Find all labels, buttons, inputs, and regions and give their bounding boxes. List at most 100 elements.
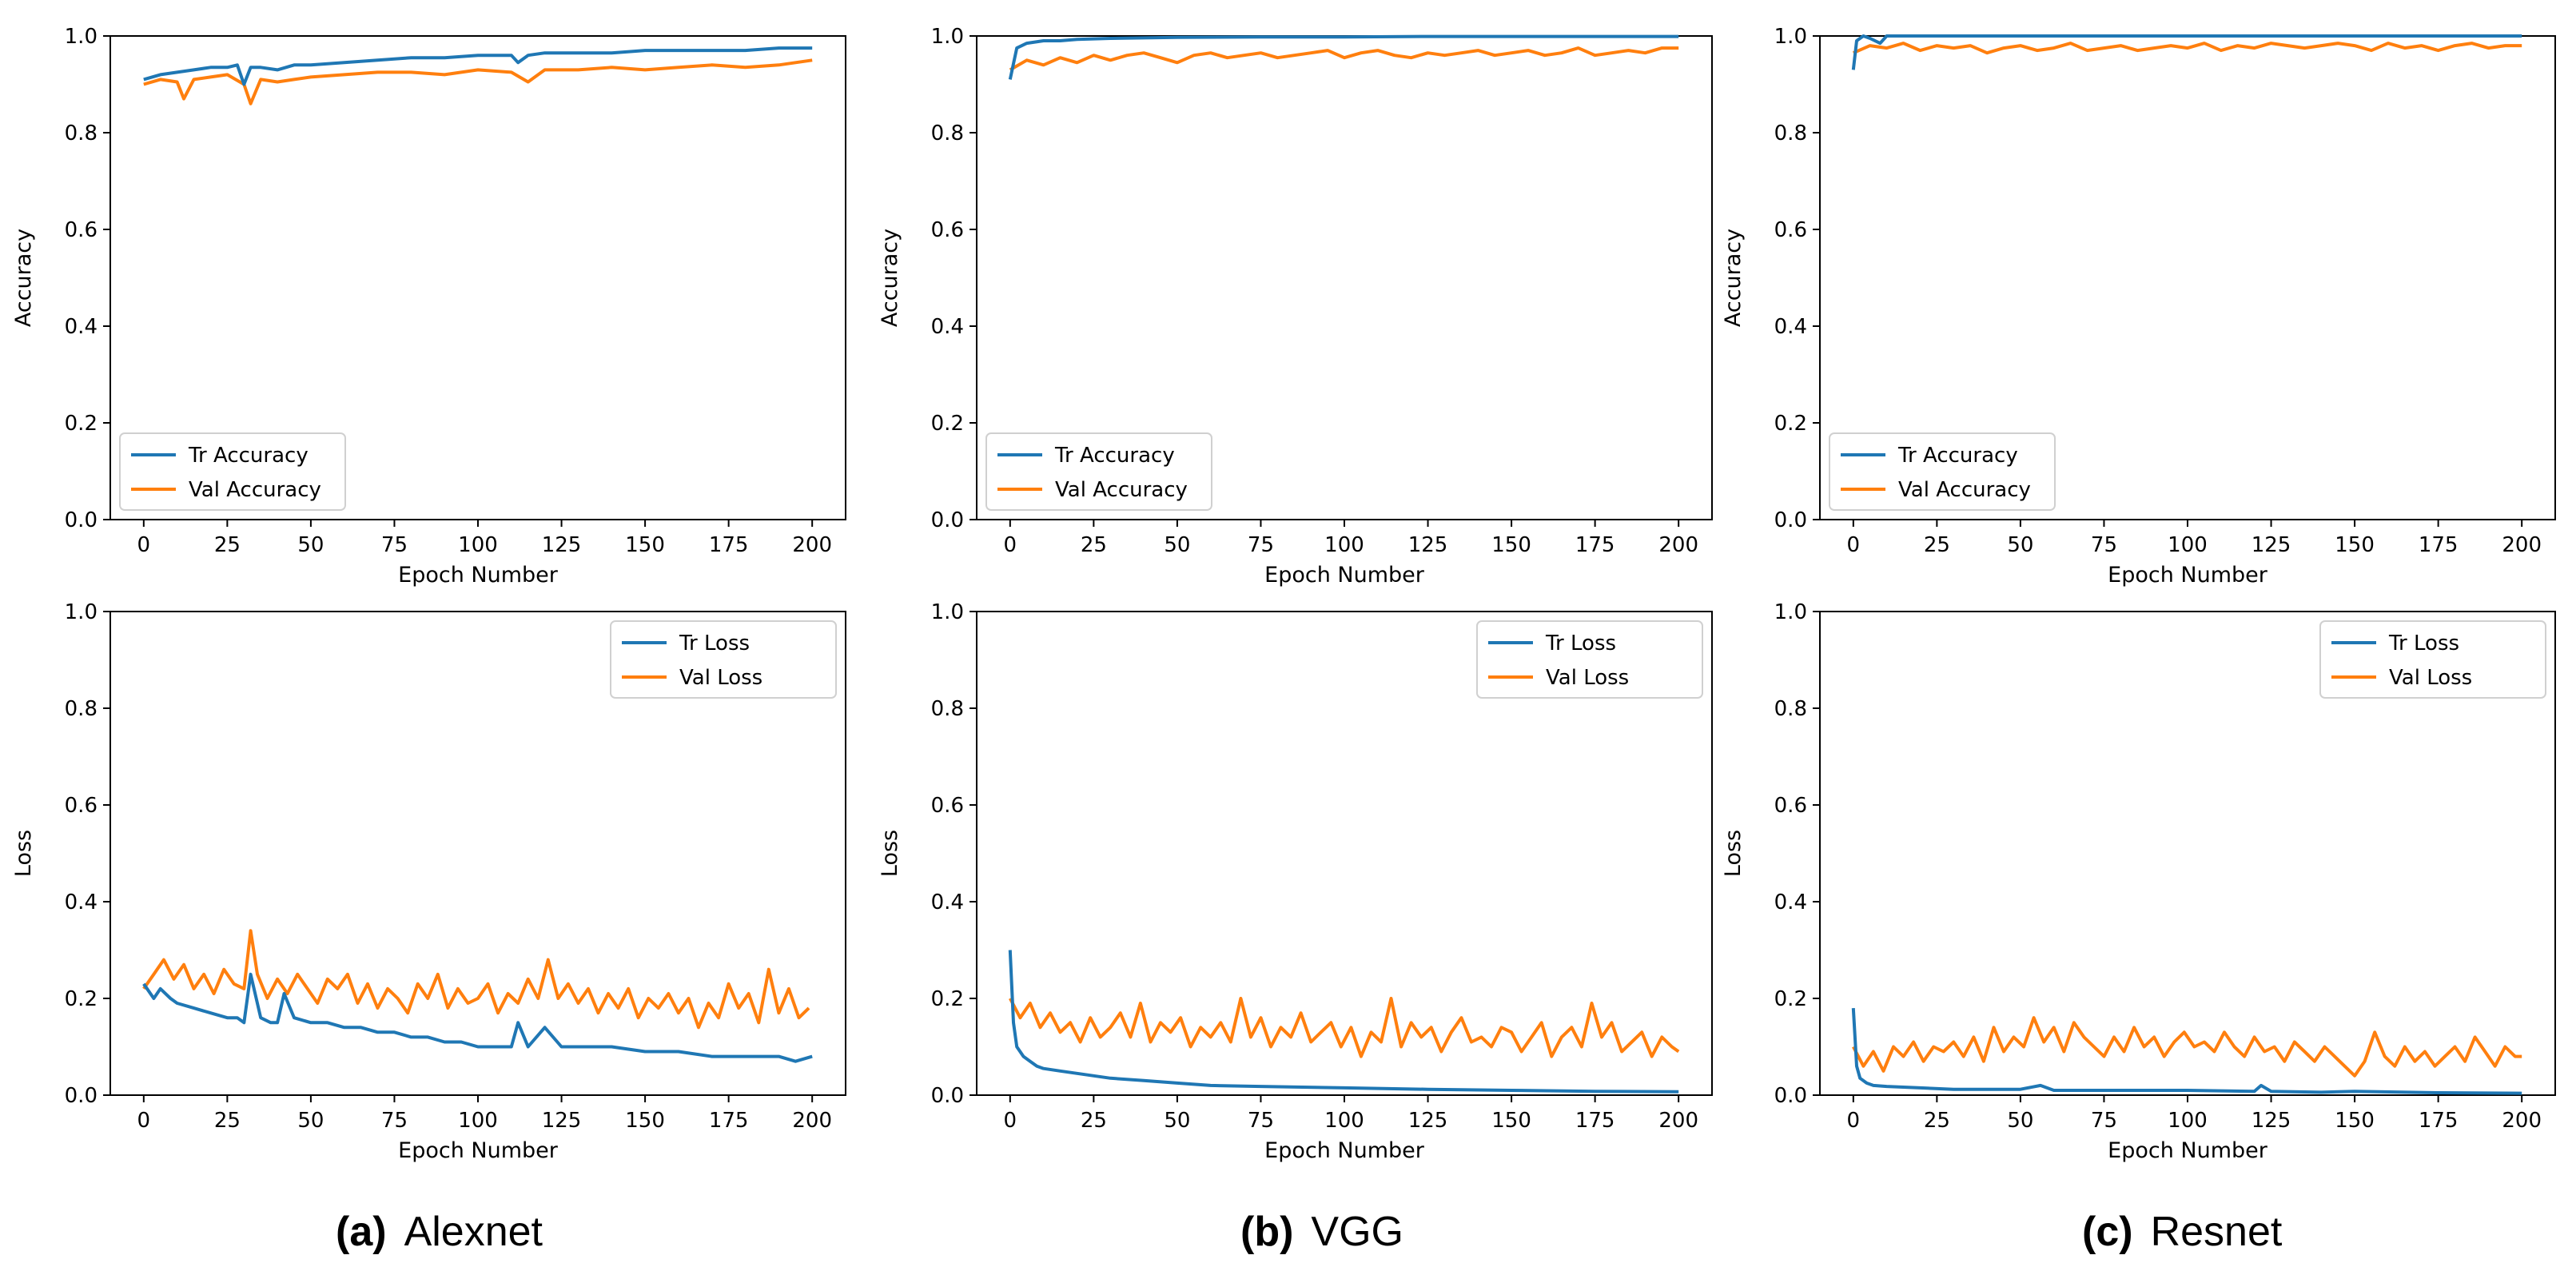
y-tick-label: 0.6 [931, 794, 964, 818]
y-tick-label: 0.4 [65, 890, 98, 914]
y-tick-label: 0.4 [931, 890, 964, 914]
y-axis-label: Loss [878, 830, 902, 877]
caption-a: (a) Alexnet [336, 1209, 543, 1255]
x-tick-label: 200 [1658, 1109, 1698, 1133]
y-tick-label: 0.0 [1774, 508, 1807, 532]
series-line-train [143, 46, 813, 86]
x-tick-label: 0 [1847, 1109, 1861, 1133]
legend: Tr Accuracy Val Accuracy [1829, 432, 2056, 511]
x-tick-label: 150 [2335, 1109, 2375, 1133]
y-axis-label: Accuracy [11, 229, 36, 327]
y-tick-label: 0.4 [931, 315, 964, 339]
chart-vgg-accuracy: 0 25 50 75 100 125 150 175 200 0.0 0.2 0.4 0.6 0.8 1.0… [878, 25, 1713, 588]
legend: Tr Loss Val Loss [610, 620, 837, 699]
x-axis-label: Epoch Number [2108, 563, 2268, 588]
x-tick-label: 100 [2168, 533, 2208, 557]
y-tick-label: 1.0 [65, 25, 98, 49]
legend-label-val: Val Loss [679, 666, 762, 690]
x-tick-label: 0 [137, 533, 151, 557]
x-tick-label: 200 [1658, 533, 1698, 557]
x-tick-label: 25 [1081, 1109, 1107, 1133]
y-tick-label: 1.0 [65, 600, 98, 624]
y-tick-label: 0.6 [1774, 218, 1807, 242]
y-tick-label: 0.8 [1774, 122, 1807, 145]
y-tick-label: 0.4 [1774, 890, 1807, 914]
x-axis-label: Epoch Number [398, 563, 559, 588]
y-tick-label: 0.0 [931, 1084, 964, 1108]
x-tick-label: 125 [1408, 533, 1448, 557]
legend-label-train: Tr Accuracy [1054, 444, 1175, 468]
x-tick-label: 125 [542, 533, 582, 557]
y-tick-label: 1.0 [931, 25, 964, 49]
x-tick-label: 0 [137, 1109, 151, 1133]
y-tick-label: 0.6 [65, 794, 98, 818]
legend-label-val: Val Accuracy [1055, 478, 1188, 502]
chart-resnet-loss: 0 25 50 75 100 125 150 175 200 0.0 0.2 0.4 0.6 0.8 1.0… [1721, 600, 2556, 1163]
x-tick-label: 200 [2502, 533, 2542, 557]
y-tick-label: 0.8 [65, 697, 98, 721]
y-tick-label: 0.0 [931, 508, 964, 532]
legend-box [1829, 432, 2056, 511]
chart-resnet-accuracy: 0 25 50 75 100 125 150 175 200 0.0 0.2 0.4 0.6 0.8 1.0… [1721, 25, 2556, 588]
series-line-val [1853, 42, 2522, 55]
y-axis-label: Loss [11, 830, 36, 877]
y-tick-label: 0.2 [931, 412, 964, 436]
legend-box [2319, 620, 2546, 699]
y-tick-label: 1.0 [1774, 600, 1807, 624]
legend-label-train: Tr Accuracy [188, 444, 309, 468]
legend: Tr Accuracy Val Accuracy [119, 432, 346, 511]
series-line-train [142, 972, 813, 1063]
caption-b-name: VGG [1311, 1209, 1403, 1255]
y-tick-label: 0.8 [931, 122, 964, 145]
legend-box [119, 432, 346, 511]
y-tick-label: 0.4 [65, 315, 98, 339]
y-tick-label: 0.2 [1774, 987, 1807, 1011]
chart-vgg-loss: 0 25 50 75 100 125 150 175 200 0.0 0.2 0.4 0.6 0.8 1.0… [878, 600, 1713, 1163]
x-tick-label: 100 [1324, 533, 1364, 557]
y-axis-label: Loss [1721, 830, 1746, 877]
x-tick-label: 150 [1491, 1109, 1531, 1133]
series-line-train [1008, 950, 1679, 1094]
caption-c-letter: (c) [2082, 1209, 2133, 1255]
legend: Tr Loss Val Loss [1476, 620, 1703, 699]
y-tick-label: 0.6 [931, 218, 964, 242]
series-line-train [1008, 34, 1679, 80]
x-tick-label: 200 [2502, 1109, 2542, 1133]
x-tick-label: 25 [1924, 1109, 1950, 1133]
legend-label-val: Val Loss [2389, 666, 2472, 690]
x-tick-label: 200 [792, 533, 832, 557]
x-tick-label: 50 [297, 533, 324, 557]
x-tick-label: 50 [1164, 533, 1190, 557]
legend-label-train: Tr Accuracy [1897, 444, 2018, 468]
caption-b: (b) VGG [1240, 1209, 1403, 1255]
x-tick-label: 175 [1575, 533, 1615, 557]
y-tick-label: 1.0 [931, 600, 964, 624]
chart-alexnet-loss: 0 25 50 75 100 125 150 175 200 0.0 0.2 0.4 0.6 0.8 1.0… [11, 600, 846, 1163]
x-tick-label: 100 [2168, 1109, 2208, 1133]
y-axis-label: Accuracy [878, 229, 902, 327]
charts-layer: 0 25 50 75 100 125 150 175 200 0.0 0.2 0.4 0.6 0.8 1.0… [11, 25, 2556, 1163]
x-tick-label: 100 [1324, 1109, 1364, 1133]
x-tick-label: 100 [458, 1109, 498, 1133]
x-tick-label: 75 [2091, 533, 2117, 557]
series-line-val [1009, 46, 1679, 72]
x-tick-label: 150 [2335, 533, 2375, 557]
x-tick-label: 25 [1924, 533, 1950, 557]
x-tick-label: 50 [297, 1109, 324, 1133]
x-tick-label: 25 [1081, 533, 1107, 557]
x-tick-label: 175 [2419, 533, 2459, 557]
legend-box [985, 432, 1212, 511]
legend-label-val: Val Accuracy [189, 478, 321, 502]
x-tick-label: 150 [625, 533, 665, 557]
y-tick-label: 0.0 [1774, 1084, 1807, 1108]
series-line-train [1851, 34, 2522, 70]
y-tick-label: 0.2 [65, 412, 98, 436]
legend-label-train: Tr Loss [2388, 632, 2459, 655]
series-line-val [1009, 997, 1680, 1058]
series-line-train [1851, 1007, 2522, 1095]
legend-label-val: Val Loss [1546, 666, 1629, 690]
y-tick-label: 0.0 [65, 1084, 98, 1108]
caption-a-name: Alexnet [404, 1209, 543, 1255]
y-axis-label: Accuracy [1721, 229, 1746, 327]
